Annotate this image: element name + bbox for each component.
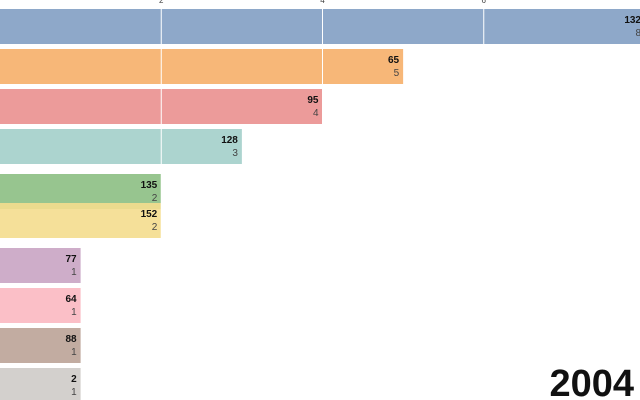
bar-value-9: 1 (71, 387, 77, 398)
bar-7 (0, 288, 81, 323)
bar-label-8: 88 (66, 334, 78, 345)
x-tick-label-2: 6 (482, 0, 487, 5)
bar-label-5: 152 (141, 209, 158, 220)
bar-label-2: 95 (307, 95, 319, 106)
bar-label-0: 132 (624, 15, 640, 26)
bar-label-3: 128 (221, 135, 238, 146)
bar-6 (0, 248, 81, 283)
bar-value-7: 1 (71, 307, 77, 318)
bar-value-2: 4 (313, 108, 319, 119)
bar-value-0: 8 (635, 28, 640, 39)
bar-label-9: 2 (71, 374, 77, 385)
bar-labels: 132 8 65 5 95 4 128 3 135 2 152 2 77 1 64 1 88 1 2 1 (66, 15, 640, 398)
gridlines (160, 6, 485, 400)
bar-value-3: 3 (232, 148, 238, 159)
bars-layer (0, 9, 640, 400)
bar-value-6: 1 (71, 267, 77, 278)
bar-8 (0, 328, 81, 363)
bar-value-1: 5 (394, 68, 400, 79)
bar-label-6: 77 (66, 254, 78, 265)
bar-label-7: 64 (66, 294, 78, 305)
x-axis-ticks: 2 4 6 (159, 0, 487, 5)
bar-value-5: 2 (152, 222, 158, 233)
bar-5 (0, 203, 162, 238)
bar-0 (0, 9, 640, 44)
period-label: 2004 (549, 363, 634, 400)
bar-value-8: 1 (71, 347, 77, 358)
x-tick-label-0: 2 (159, 0, 164, 5)
bar-label-4: 135 (141, 180, 158, 191)
bar-value-4: 2 (152, 193, 158, 204)
bar-label-1: 65 (388, 55, 400, 66)
x-tick-label-1: 4 (320, 0, 325, 5)
bar-1 (0, 49, 404, 84)
bar-9 (0, 368, 81, 400)
bar-3 (0, 129, 242, 164)
